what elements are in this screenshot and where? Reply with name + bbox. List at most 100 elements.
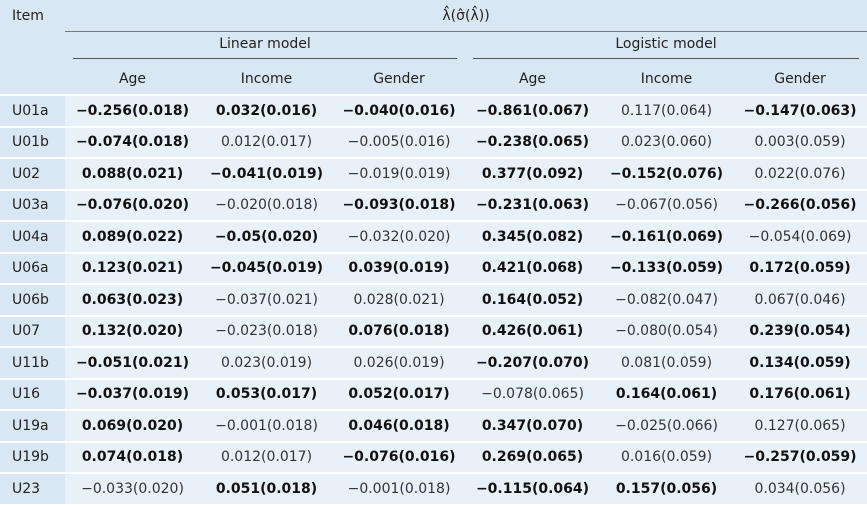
item-cell: U23 <box>0 472 65 504</box>
table-row: U06b 0.063(0.023) −0.037(0.021) 0.028(0.021… <box>0 283 867 316</box>
column-header: Gender <box>333 63 465 95</box>
table-header: Item λ̂(σ̂(λ̂)) Linear model Logistic mod… <box>0 0 867 95</box>
value-cell: −0.037(0.019) <box>65 377 200 410</box>
value-cell: −0.023(0.018) <box>200 314 333 347</box>
value-cell: 0.089(0.022) <box>65 220 200 253</box>
value-cell: 0.069(0.020) <box>65 409 200 442</box>
value-cell: −0.020(0.018) <box>200 188 333 221</box>
group-header: Logistic model <box>465 31 867 63</box>
item-cell: U03a <box>0 188 65 221</box>
value-cell: 0.012(0.017) <box>200 125 333 158</box>
value-cell: 0.063(0.023) <box>65 283 200 316</box>
value-cell: 0.081(0.059) <box>600 346 733 379</box>
value-cell: 0.377(0.092) <box>465 157 600 190</box>
value-cell: 0.051(0.018) <box>200 472 333 504</box>
item-header: Item <box>0 0 65 95</box>
value-cell: −0.025(0.066) <box>600 409 733 442</box>
value-cell: 0.052(0.017) <box>333 377 465 410</box>
value-cell: 0.016(0.059) <box>600 440 733 473</box>
value-cell: 0.034(0.056) <box>733 472 867 504</box>
value-cell: −0.147(0.063) <box>733 94 867 127</box>
item-cell: U16 <box>0 377 65 410</box>
value-cell: 0.134(0.059) <box>733 346 867 379</box>
table-row: U11b −0.051(0.021) 0.023(0.019) 0.026(0.019… <box>0 346 867 379</box>
value-cell: 0.176(0.061) <box>733 377 867 410</box>
item-cell: U19b <box>0 440 65 473</box>
item-cell: U11b <box>0 346 65 379</box>
group-header: Linear model <box>65 31 465 63</box>
value-cell: −0.037(0.021) <box>200 283 333 316</box>
value-cell: 0.426(0.061) <box>465 314 600 347</box>
value-cell: −0.152(0.076) <box>600 157 733 190</box>
value-cell: −0.256(0.018) <box>65 94 200 127</box>
group-label: Linear model <box>73 36 457 59</box>
value-cell: −0.051(0.021) <box>65 346 200 379</box>
value-cell: −0.033(0.020) <box>65 472 200 504</box>
value-cell: −0.093(0.018) <box>333 188 465 221</box>
value-cell: 0.026(0.019) <box>333 346 465 379</box>
column-header: Income <box>200 63 333 95</box>
table-row: U06a 0.123(0.021) −0.045(0.019) 0.039(0.019… <box>0 251 867 284</box>
item-cell: U01a <box>0 94 65 127</box>
value-cell: −0.257(0.059) <box>733 440 867 473</box>
table-row: U01b −0.074(0.018) 0.012(0.017) −0.005(0.01… <box>0 125 867 158</box>
item-cell: U02 <box>0 157 65 190</box>
estimate-header: λ̂(σ̂(λ̂)) <box>65 0 867 32</box>
value-cell: 0.028(0.021) <box>333 283 465 316</box>
value-cell: 0.157(0.056) <box>600 472 733 504</box>
table-row: U04a 0.089(0.022) −0.05(0.020) −0.032(0.020… <box>0 220 867 253</box>
table-row: U07 0.132(0.020) −0.023(0.018) 0.076(0.018)… <box>0 314 867 347</box>
column-header: Gender <box>733 63 867 95</box>
value-cell: 0.012(0.017) <box>200 440 333 473</box>
value-cell: −0.076(0.016) <box>333 440 465 473</box>
value-cell: 0.172(0.059) <box>733 251 867 284</box>
item-cell: U01b <box>0 125 65 158</box>
value-cell: −0.019(0.019) <box>333 157 465 190</box>
value-cell: 0.023(0.019) <box>200 346 333 379</box>
item-cell: U07 <box>0 314 65 347</box>
item-cell: U06a <box>0 251 65 284</box>
value-cell: 0.127(0.065) <box>733 409 867 442</box>
value-cell: −0.005(0.016) <box>333 125 465 158</box>
value-cell: −0.161(0.069) <box>600 220 733 253</box>
value-cell: 0.347(0.070) <box>465 409 600 442</box>
value-cell: 0.123(0.021) <box>65 251 200 284</box>
value-cell: 0.003(0.059) <box>733 125 867 158</box>
table-row: U19a 0.069(0.020) −0.001(0.018) 0.046(0.018… <box>0 409 867 442</box>
value-cell: 0.269(0.065) <box>465 440 600 473</box>
value-cell: 0.053(0.017) <box>200 377 333 410</box>
table-row: U19b 0.074(0.018) 0.012(0.017) −0.076(0.016… <box>0 440 867 473</box>
value-cell: −0.266(0.056) <box>733 188 867 221</box>
value-cell: −0.05(0.020) <box>200 220 333 253</box>
group-label: Logistic model <box>473 36 860 59</box>
table-body: U01a −0.256(0.018) 0.032(0.016) −0.040(0.01… <box>0 94 867 504</box>
value-cell: 0.164(0.061) <box>600 377 733 410</box>
value-cell: −0.054(0.069) <box>733 220 867 253</box>
value-cell: −0.074(0.018) <box>65 125 200 158</box>
item-cell: U06b <box>0 283 65 316</box>
value-cell: 0.032(0.016) <box>200 94 333 127</box>
item-cell: U04a <box>0 220 65 253</box>
table-row: U23 −0.033(0.020) 0.051(0.018) −0.001(0.018… <box>0 472 867 504</box>
value-cell: −0.032(0.020) <box>333 220 465 253</box>
value-cell: 0.076(0.018) <box>333 314 465 347</box>
table-row: U03a −0.076(0.020) −0.020(0.018) −0.093(0.0… <box>0 188 867 221</box>
value-cell: −0.080(0.054) <box>600 314 733 347</box>
column-header: Age <box>65 63 200 95</box>
value-cell: −0.041(0.019) <box>200 157 333 190</box>
value-cell: 0.421(0.068) <box>465 251 600 284</box>
value-cell: −0.001(0.018) <box>333 472 465 504</box>
value-cell: 0.023(0.060) <box>600 125 733 158</box>
value-cell: 0.345(0.082) <box>465 220 600 253</box>
value-cell: −0.067(0.056) <box>600 188 733 221</box>
value-cell: 0.164(0.052) <box>465 283 600 316</box>
value-cell: 0.022(0.076) <box>733 157 867 190</box>
value-cell: 0.117(0.064) <box>600 94 733 127</box>
value-cell: 0.132(0.020) <box>65 314 200 347</box>
value-cell: −0.861(0.067) <box>465 94 600 127</box>
item-cell: U19a <box>0 409 65 442</box>
value-cell: −0.207(0.070) <box>465 346 600 379</box>
table-row: U02 0.088(0.021) −0.041(0.019) −0.019(0.019… <box>0 157 867 190</box>
value-cell: 0.239(0.054) <box>733 314 867 347</box>
